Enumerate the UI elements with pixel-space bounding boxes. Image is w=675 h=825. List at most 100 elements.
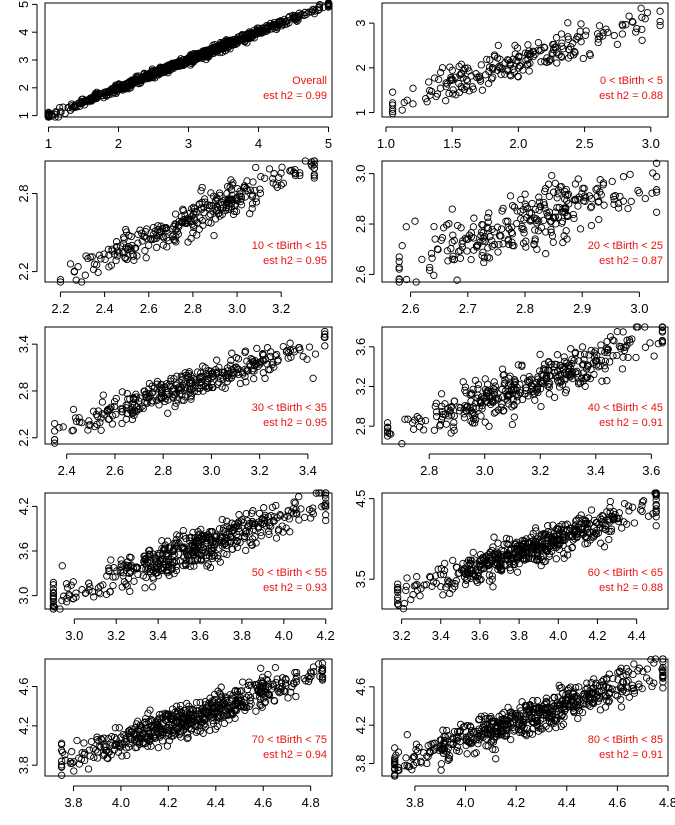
data-point <box>513 568 522 576</box>
data-point <box>427 249 436 258</box>
data-point <box>579 515 587 524</box>
data-point <box>624 353 632 362</box>
data-point <box>207 546 216 555</box>
data-point <box>288 508 296 516</box>
x-tick-label: 3.8 <box>510 628 528 643</box>
data-point <box>462 82 471 91</box>
data-point <box>142 565 150 573</box>
data-point <box>158 537 166 545</box>
data-point <box>402 275 411 284</box>
data-point <box>49 589 58 598</box>
data-point <box>71 414 80 422</box>
data-point <box>169 385 177 393</box>
data-point <box>261 374 269 382</box>
data-point <box>449 231 457 239</box>
x-tick-label: 5 <box>325 136 332 151</box>
data-point <box>192 728 200 736</box>
data-point <box>469 385 477 394</box>
data-point <box>314 3 323 11</box>
data-point <box>505 535 514 543</box>
data-point <box>208 528 217 536</box>
data-point <box>391 765 399 774</box>
data-point <box>437 236 445 244</box>
data-point <box>608 177 616 186</box>
data-point <box>462 406 470 415</box>
data-point <box>456 404 465 412</box>
data-point <box>261 511 269 520</box>
data-point <box>404 415 412 423</box>
data-point <box>412 581 420 590</box>
data-point <box>401 415 409 423</box>
data-point <box>552 707 560 716</box>
data-point <box>449 86 457 94</box>
data-point <box>152 723 161 731</box>
data-point <box>578 525 586 533</box>
data-point <box>652 507 660 515</box>
data-point <box>50 439 59 447</box>
x-tick-label: 1 <box>45 136 52 151</box>
data-point <box>395 257 403 266</box>
data-point <box>203 384 211 393</box>
data-point <box>600 692 608 700</box>
x-tick-label: 3.4 <box>432 628 450 643</box>
data-point <box>485 422 493 430</box>
data-point <box>526 59 534 67</box>
data-point <box>506 192 515 200</box>
data-point <box>179 207 188 215</box>
data-point <box>170 550 179 558</box>
data-point <box>468 566 476 574</box>
x-tick-label: 2.6 <box>106 463 124 478</box>
data-point <box>579 54 587 63</box>
data-point <box>394 748 403 756</box>
data-point <box>557 52 565 60</box>
data-point <box>105 567 113 576</box>
data-point <box>561 389 570 397</box>
data-point <box>553 360 561 369</box>
data-point <box>210 541 219 549</box>
data-point <box>237 193 245 201</box>
data-point <box>197 187 205 195</box>
data-point <box>643 8 652 17</box>
data-point <box>443 80 451 88</box>
data-point <box>506 71 514 79</box>
data-point <box>504 721 512 729</box>
data-point <box>123 389 131 398</box>
data-point <box>479 248 487 256</box>
data-point <box>458 240 466 248</box>
data-point <box>652 159 661 167</box>
x-tick-label: 4.2 <box>507 795 525 810</box>
data-point <box>186 384 194 393</box>
data-point <box>204 560 212 568</box>
data-points <box>395 159 661 286</box>
data-point <box>61 756 70 764</box>
data-point <box>457 82 465 91</box>
data-point <box>590 524 598 532</box>
data-point <box>179 526 187 535</box>
data-point <box>317 489 325 497</box>
data-point <box>221 384 229 392</box>
data-point <box>178 390 186 398</box>
data-point <box>247 681 255 689</box>
data-point <box>184 733 192 742</box>
data-point <box>282 675 290 683</box>
data-point <box>643 665 651 673</box>
data-point <box>228 545 237 553</box>
data-point <box>213 356 221 364</box>
data-point <box>426 263 434 272</box>
data-point <box>206 527 214 536</box>
data-point <box>101 255 109 264</box>
data-point <box>120 235 128 243</box>
data-point <box>475 73 483 82</box>
data-point <box>582 532 590 541</box>
data-point <box>66 757 74 766</box>
data-point <box>560 357 569 366</box>
data-point <box>68 759 76 767</box>
data-point <box>278 674 287 682</box>
data-point <box>85 746 94 754</box>
data-point <box>488 575 496 583</box>
data-point <box>449 90 457 98</box>
data-point <box>305 675 313 683</box>
data-point <box>550 702 558 711</box>
data-point <box>132 244 140 252</box>
